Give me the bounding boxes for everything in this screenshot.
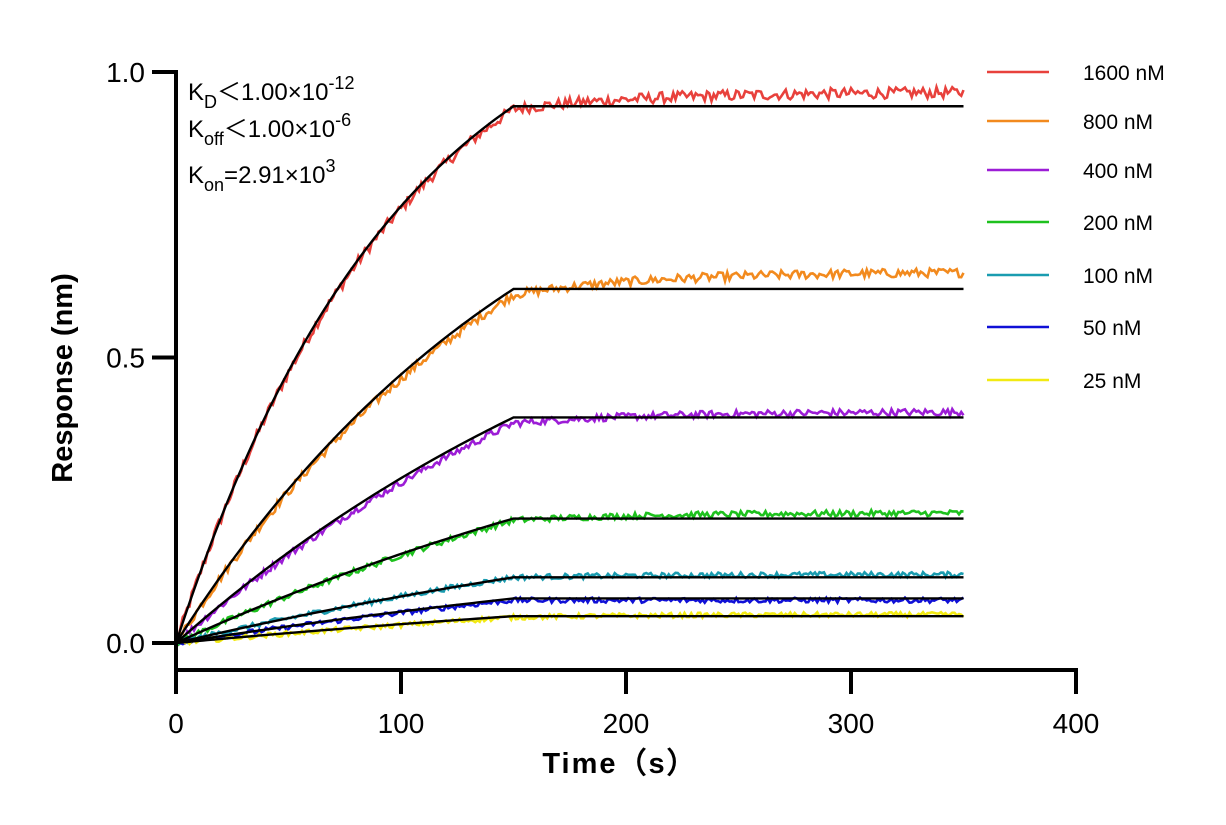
- series-1-measured-curve: [175, 265, 965, 646]
- x-axis-title: Time（s）: [542, 747, 697, 780]
- annotation-koff: Koff＜1.00×10-6: [188, 110, 351, 149]
- series-5-measured-curve: [175, 595, 965, 646]
- annotation-kD: KD＜1.00×10-12: [188, 73, 354, 112]
- legend-label-6: 25 nM: [1083, 370, 1141, 393]
- legend-label-1: 800 nM: [1083, 111, 1153, 134]
- series-4-fit-curve: [175, 576, 964, 645]
- x-tick-label: 300: [828, 708, 875, 739]
- legend: 1600 nM 800 nM 400 nM 200 nM 100 nM 50 nM 25 n…: [987, 62, 1165, 393]
- y-tick-label: 0.5: [106, 343, 145, 374]
- series-0-measured-curve: [174, 82, 965, 644]
- y-tick-label: 0.0: [106, 628, 145, 659]
- fit-curves-layer: [174, 105, 964, 645]
- legend-label-0: 1600 nM: [1083, 62, 1165, 85]
- series-5-fit-curve: [175, 597, 964, 645]
- legend-label-4: 100 nM: [1083, 265, 1153, 288]
- x-tick-label: 200: [603, 708, 650, 739]
- series-2-fit-curve: [175, 416, 964, 644]
- x-tick-label: 400: [1053, 708, 1100, 739]
- x-tick-label: 0: [168, 708, 184, 739]
- annotation-kon: Kon=2.91×103: [188, 156, 336, 195]
- series-1-fit-curve: [174, 287, 964, 644]
- y-ticks: 0.0 0.5 1.0: [106, 57, 176, 659]
- x-ticks: 0 100 200 300 400: [168, 670, 1099, 739]
- x-tick-label: 100: [378, 708, 425, 739]
- y-axis-title: Response (nm): [47, 273, 79, 482]
- y-tick-label: 1.0: [106, 57, 145, 88]
- legend-label-2: 400 nM: [1083, 160, 1153, 183]
- legend-label-5: 50 nM: [1083, 317, 1141, 340]
- legend-label-3: 200 nM: [1083, 212, 1153, 235]
- series-3-fit-curve: [175, 517, 964, 645]
- series-0-fit-curve: [174, 105, 964, 644]
- series-2-measured-curve: [175, 405, 965, 647]
- series-6-fit-curve: [175, 614, 964, 645]
